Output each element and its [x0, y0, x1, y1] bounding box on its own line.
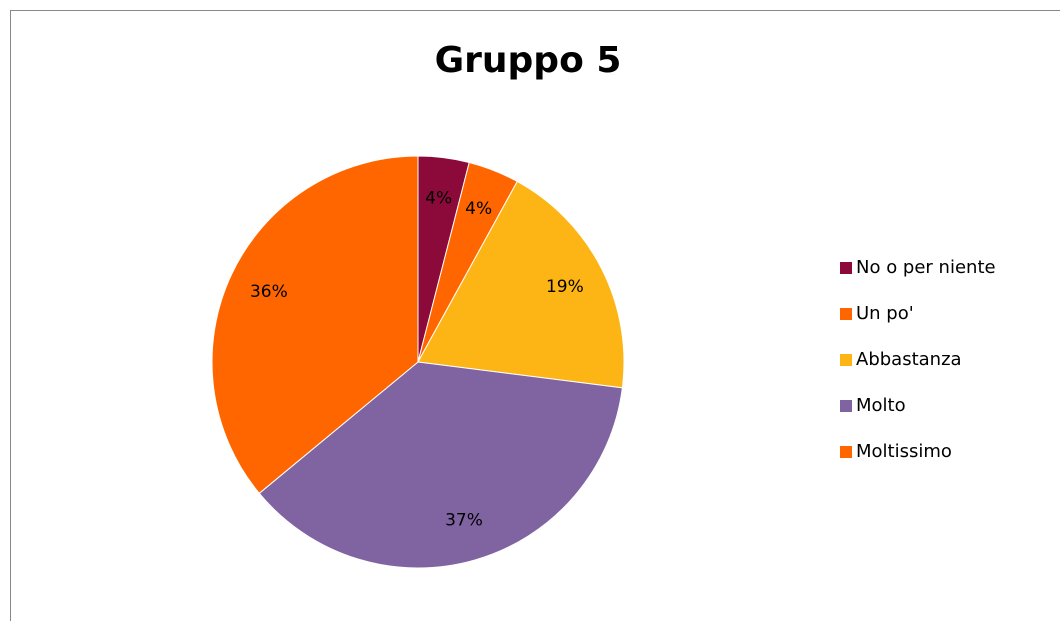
legend-swatch	[840, 262, 852, 274]
data-label: 36%	[250, 282, 288, 302]
pie-slice	[211, 155, 419, 495]
pie-slice	[417, 180, 625, 389]
data-label: 4%	[425, 188, 452, 208]
legend-label: Abbastanza	[856, 349, 962, 370]
pie-slice	[258, 361, 623, 569]
legend-swatch	[840, 308, 852, 320]
legend-label: Moltissimo	[856, 441, 952, 462]
legend-swatch	[840, 400, 852, 412]
data-label: 19%	[546, 277, 584, 297]
legend-label: Un po'	[856, 303, 914, 324]
legend-swatch	[840, 354, 852, 366]
data-label: 37%	[445, 510, 483, 530]
data-label: 4%	[465, 199, 492, 219]
legend-swatch	[840, 446, 852, 458]
legend-label: No o per niente	[856, 257, 996, 278]
chart-title: Gruppo 5	[435, 40, 622, 81]
legend-label: Molto	[856, 395, 906, 416]
